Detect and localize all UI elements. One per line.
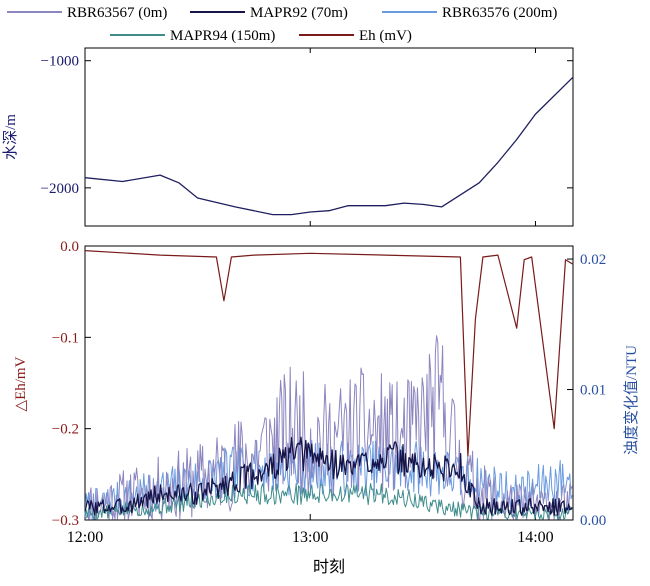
depth-tick-label: −1000: [41, 54, 79, 70]
eh-turbidity-panel: △Eh/mV 浊度变化值/NTU 时刻 0.0−0.1−0.2−0.3 0.000…: [13, 239, 640, 576]
turbidity-line-rbr63567: [84, 335, 573, 520]
time-tick-label: 12:00: [67, 529, 103, 546]
depth-axis-ticks: −1000 −2000: [41, 48, 573, 226]
eh-tick-label: 0.0: [60, 239, 79, 255]
legend-label: RBR63576 (200m): [442, 5, 557, 21]
depth-panel: 水深/m −1000 −2000: [2, 47, 574, 227]
turbidity-tick-label: 0.01: [580, 383, 606, 399]
eh-tick-label: −0.1: [52, 330, 79, 346]
legend-label: MAPR94 (150m): [170, 28, 275, 44]
legend: RBR63567 (0m) MAPR92 (70m) RBR63576 (200m)…: [7, 5, 557, 44]
depth-panel-frame: [84, 47, 574, 227]
depth-series: [84, 76, 574, 216]
eh-axis-ticks: 0.0 −0.1 −0.2 −0.3 0.00 0.01 0.02 12:00 13:00 14:…: [52, 239, 606, 546]
turbidity-axis-label: 浊度变化值/NTU: [623, 345, 640, 455]
legend-label: RBR63567 (0m): [67, 5, 167, 21]
eh-panel-frame: [84, 245, 574, 521]
legend-label: Eh (mV): [359, 28, 412, 44]
legend-label: MAPR92 (70m): [250, 5, 348, 21]
depth-axis-label: 水深/m: [2, 114, 19, 160]
eh-turbidity-series: [84, 250, 574, 520]
turbidity-tick-label: 0.02: [580, 252, 606, 268]
eh-tick-label: −0.3: [52, 513, 79, 529]
turbidity-tick-label: 0.00: [580, 513, 606, 529]
eh-line: [84, 250, 574, 457]
eh-axis-label: △Eh/mV: [13, 356, 29, 411]
time-axis-label: 时刻: [313, 558, 345, 576]
depth-line: [84, 76, 574, 216]
time-tick-label: 14:00: [517, 529, 553, 546]
depth-tick-label: −2000: [41, 181, 79, 197]
turbidity-line-mapr92: [84, 436, 573, 516]
time-tick-label: 13:00: [292, 529, 328, 546]
eh-tick-label: −0.2: [52, 422, 79, 438]
